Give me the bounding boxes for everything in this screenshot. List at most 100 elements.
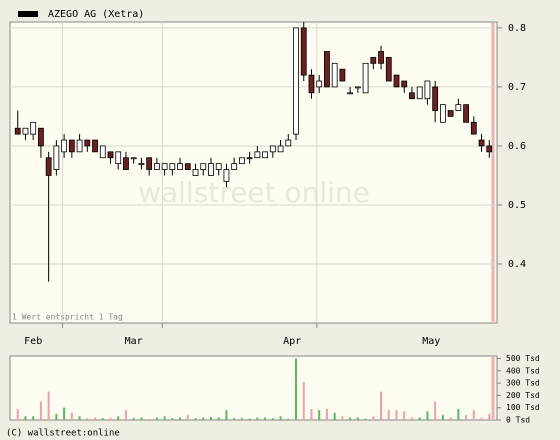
volume-bar [356,417,359,420]
candle-body [385,57,392,82]
candle-body [432,86,439,111]
volume-bar [271,418,274,420]
volume-bar [86,418,89,420]
volume-bar [310,408,313,420]
volume-bar [124,410,127,420]
volume-bar [387,410,390,420]
candle-body [138,163,145,166]
candle-body [339,68,346,82]
volume-bar [295,358,298,420]
y-tick-label: 0.4 [508,259,526,270]
y-tick-label: 0.6 [508,141,526,152]
candle-body [246,157,253,160]
candle-body [153,163,160,170]
volume-bar [349,417,352,420]
y-tick-label: 0 Tsd [506,416,530,425]
candle-body [53,145,60,170]
volume-bar [333,412,336,420]
candle-body [130,157,137,160]
candle-body [115,151,122,165]
volume-bar [403,411,406,420]
volume-bar [101,418,104,420]
candle-body [401,80,408,88]
volume-bar [117,416,120,420]
volume-bar [264,417,267,420]
volume-bar [256,417,259,420]
y-tick-label: 0.7 [508,82,526,93]
candle-body [370,57,377,64]
volume-bar [434,401,437,420]
volume-bar [194,418,197,420]
candle-body [331,62,338,88]
volume-bar [472,410,475,420]
volume-bar [240,418,243,420]
candle-body [76,139,83,153]
candle-body [424,80,431,100]
volume-bar [70,412,73,420]
volume-bar [202,417,205,420]
candle-body [92,139,98,153]
candle-body [45,157,52,176]
candle-body [362,62,369,94]
volume-bar [341,416,344,420]
candle-body [300,27,307,76]
candle-body [177,163,183,170]
volume-bar [465,415,468,420]
volume-bar [248,418,251,420]
candle-body [316,80,323,88]
candle-body [409,92,415,100]
candle-body [277,145,284,153]
legend-swatch [18,11,38,17]
volume-bar [279,416,282,420]
candle-body [68,139,75,153]
volume-bar [418,417,421,420]
volume-panel [9,355,498,421]
volume-bar [155,417,158,420]
volume-bar [488,413,491,420]
candle-body [285,139,292,147]
volume-bar [32,416,35,420]
candle-body [208,163,214,176]
volume-bar [132,418,135,420]
candle-body [324,51,330,88]
volume-bar [140,417,143,420]
candle-body [455,104,462,111]
volume-bar [426,411,429,420]
volume-bar [94,417,97,420]
volume-bar [302,381,305,420]
volume-bar [225,410,228,420]
candle-body [254,151,261,159]
volume-bar [148,418,151,420]
candle-body [61,139,68,153]
watermark: wallstreet online [138,176,370,209]
candle-body [347,92,354,95]
candle-body [14,127,21,135]
volume-bar [78,416,81,420]
candle-body [84,139,91,147]
volume-bar [372,416,375,420]
candle-body [169,163,176,170]
volume-bar [457,408,460,420]
volume-bar [318,410,321,420]
y-tick-label: 0.5 [508,200,526,211]
y-tick-label: 100 Tsd [506,403,540,412]
candle-body [447,110,454,117]
candle-body [215,163,222,170]
candle-body [470,121,477,135]
y-tick-label: 300 Tsd [506,379,540,388]
volume-bar [63,407,66,420]
candle-body [378,51,384,64]
volume-bar [109,417,112,420]
x-tick-label: Feb [24,336,42,347]
volume-bar [55,413,58,420]
candle-body [269,145,276,153]
candle-body [107,151,114,159]
volume-bar [480,417,483,420]
candle-body [463,104,469,123]
annotation: 1 Wert entspricht 1 Tag [12,313,123,322]
volume-bar [217,417,220,420]
candle-body [184,163,191,170]
volume-bar [47,391,50,420]
volume-bar [39,401,42,420]
